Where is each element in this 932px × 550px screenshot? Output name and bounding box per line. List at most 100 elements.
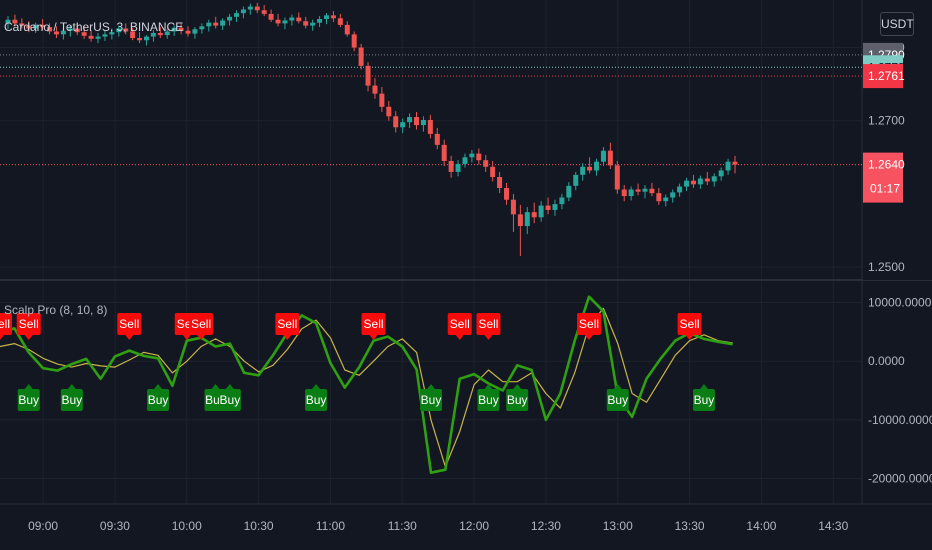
signal-label-box — [117, 313, 142, 335]
candle-body — [587, 166, 593, 171]
candle-body — [628, 189, 634, 197]
candle-body — [621, 189, 627, 197]
candle-body — [53, 31, 59, 35]
signal-pointer — [685, 335, 694, 340]
signal-pointer — [125, 335, 134, 340]
candle-body — [725, 161, 731, 171]
candle-body — [220, 20, 226, 26]
price-badge — [863, 152, 903, 203]
candle-body — [130, 31, 136, 39]
signal-label-text: Buy — [694, 393, 715, 407]
signal-label-box — [420, 389, 442, 411]
price-tick-label: 1.2700 — [868, 114, 905, 128]
candle-body — [434, 133, 440, 145]
signal-pointer — [699, 384, 708, 389]
time-tick-label: 12:30 — [531, 519, 561, 533]
candle-body — [379, 93, 385, 107]
candle-body — [296, 17, 302, 22]
buy-signal: Buy — [60, 384, 83, 411]
candle-body — [330, 15, 336, 19]
candle-body — [407, 117, 413, 123]
candle-body — [469, 153, 475, 158]
signal-pointer — [225, 384, 234, 389]
buy-signal: Buy — [692, 384, 715, 411]
signal-label-text: Buy — [61, 393, 82, 407]
signal-pointer — [283, 335, 292, 340]
candle-body — [358, 47, 364, 66]
candle-body — [510, 199, 516, 215]
candle-body — [81, 32, 87, 36]
candle-body — [185, 30, 191, 34]
signal-label-box — [60, 389, 83, 411]
currency-button[interactable]: USDT — [880, 12, 914, 36]
buy-signal: Buy — [147, 384, 170, 411]
buy-signal: Buy — [420, 384, 442, 411]
candle-body — [455, 163, 461, 172]
signal-pointer — [24, 384, 33, 389]
candle-body — [19, 23, 25, 26]
candle-body — [365, 65, 371, 86]
time-tick-label: 14:30 — [818, 519, 848, 533]
candle-body — [317, 19, 323, 23]
candle-body — [642, 188, 648, 192]
candle-body — [351, 34, 357, 48]
candle-body — [448, 160, 454, 172]
signal-label-text: Buy — [306, 393, 327, 407]
signal-label-box — [577, 313, 602, 335]
signal-label-text: Buy — [148, 393, 169, 407]
candle-body — [462, 157, 468, 164]
series-line-slow — [0, 307, 733, 468]
candle-body — [441, 144, 447, 161]
signal-label-box — [477, 389, 500, 411]
candle-body — [95, 36, 101, 39]
signal-pointer — [24, 335, 33, 340]
signal-label-box — [305, 389, 328, 411]
candle-body — [289, 17, 295, 21]
signal-label-box — [677, 313, 702, 335]
osc-tick-label: 10000.0000 — [868, 296, 932, 310]
candle-body — [178, 27, 184, 31]
candle-body — [711, 176, 717, 182]
signal-label-text: Sell — [191, 317, 211, 331]
candle-body — [206, 22, 212, 27]
candle-body — [247, 6, 253, 10]
candle-body — [732, 161, 738, 165]
candle-body — [33, 24, 39, 29]
candle-body — [600, 150, 606, 162]
candle-body — [171, 27, 177, 32]
candle-body — [497, 177, 503, 189]
candle-body — [718, 170, 724, 177]
candle-body — [573, 174, 579, 186]
signal-label-text: Buy — [18, 393, 39, 407]
signal-label-box — [218, 389, 241, 411]
osc-tick-label: -10000.0000 — [868, 413, 932, 427]
signal-label-box — [275, 313, 300, 335]
signal-pointer — [484, 384, 493, 389]
candle-body — [594, 161, 600, 171]
sell-signal: Sell — [0, 313, 12, 340]
signal-label-box — [606, 389, 629, 411]
candle-body — [607, 150, 613, 166]
sell-signal: Sell — [189, 313, 214, 340]
price-tick-label: 1.2500 — [868, 260, 905, 274]
candle-body — [580, 166, 586, 175]
buy-signal: Buy — [506, 384, 529, 411]
time-tick-label: 09:00 — [28, 519, 58, 533]
time-tick-label: 09:30 — [100, 519, 130, 533]
candle-body — [227, 16, 233, 21]
signal-pointer — [67, 384, 76, 389]
signal-label-text: Sell — [0, 317, 10, 331]
osc-tick-label: 0.0000 — [868, 354, 905, 368]
signal-label-box — [16, 313, 41, 335]
signal-label-box — [476, 313, 501, 335]
candle-body — [476, 153, 482, 161]
candle-body — [337, 18, 343, 25]
candle-countdown: 01:17 — [870, 182, 900, 196]
signal-label-box — [506, 389, 529, 411]
candle-body — [102, 34, 108, 37]
candle-body — [614, 165, 620, 190]
candle-body — [164, 31, 170, 36]
buy-signal: Buy — [305, 384, 328, 411]
